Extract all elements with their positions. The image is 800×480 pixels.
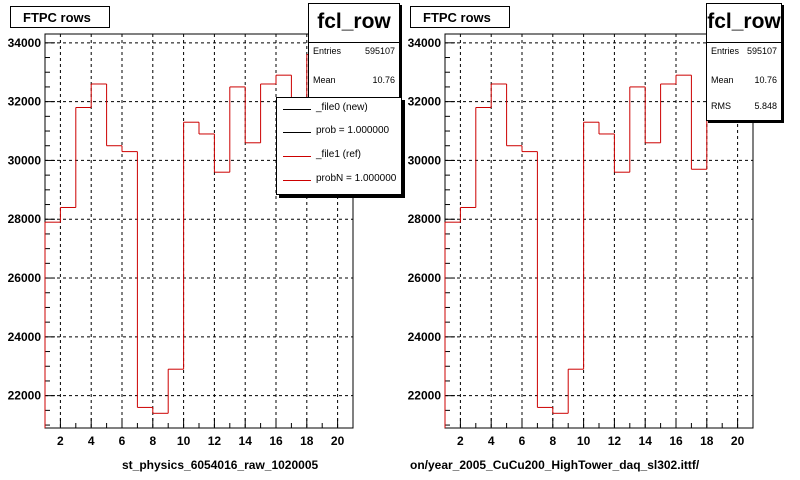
x-tick-label: 18 xyxy=(700,434,714,448)
y-tick-label: 28000 xyxy=(8,212,42,226)
right-stats-rms-value: 5.848 xyxy=(754,101,777,111)
left-stats-mean-value: 10.76 xyxy=(372,75,395,85)
y-tick-label: 24000 xyxy=(8,330,42,344)
x-tick-label: 6 xyxy=(519,434,526,448)
legend-line-prob xyxy=(283,132,311,133)
x-tick-label: 20 xyxy=(731,434,745,448)
legend-line-ref xyxy=(283,156,311,157)
x-tick-label: 14 xyxy=(639,434,653,448)
x-tick-label: 2 xyxy=(457,434,464,448)
right-stats-mean-label: Mean xyxy=(711,75,734,85)
left-stats-entries-value: 595107 xyxy=(364,46,395,56)
legend-label-probn: probN = 1.000000 xyxy=(316,173,397,184)
right-stats-rms-label: RMS xyxy=(711,101,731,111)
x-tick-label: 12 xyxy=(208,434,222,448)
legend-label-prob: prob = 1.000000 xyxy=(316,125,390,136)
y-tick-label: 22000 xyxy=(8,389,42,403)
left-stats-name: fcl_row xyxy=(309,4,399,43)
x-tick-label: 18 xyxy=(300,434,314,448)
y-tick-label: 34000 xyxy=(408,36,442,50)
x-tick-label: 8 xyxy=(149,434,156,448)
y-tick-label: 28000 xyxy=(408,212,442,226)
right-chart-svg: 2 4 6 8 10 12 14 16 18 20 22000 24000 26000 28000 3000… xyxy=(408,33,754,448)
left-chart-title: FTPC rows xyxy=(10,6,110,28)
x-tick-label: 8 xyxy=(549,434,556,448)
y-tick-label: 32000 xyxy=(8,95,42,109)
legend-line-new xyxy=(283,109,311,110)
y-tick-label: 32000 xyxy=(408,95,442,109)
legend-label-ref: _file1 (ref) xyxy=(316,149,362,160)
y-tick-label: 26000 xyxy=(408,271,442,285)
right-stats-name: fcl_row xyxy=(707,4,781,43)
right-panel: 2 4 6 8 10 12 14 16 18 20 22000 24000 26000 28000 3000… xyxy=(400,0,800,480)
y-tick-label: 30000 xyxy=(8,153,42,167)
left-stats-mean-label: Mean xyxy=(313,75,336,85)
left-panel: 2 4 6 8 10 12 14 16 18 20 22000 24000 26000 28000 3000… xyxy=(8,3,402,472)
right-stats-box: fcl_row Entries 595107 Mean 10.76 RMS 5.… xyxy=(706,3,782,121)
x-tick-label: 4 xyxy=(488,434,495,448)
y-tick-label: 26000 xyxy=(8,271,42,285)
y-tick-label: 30000 xyxy=(408,153,442,167)
y-tick-label: 24000 xyxy=(408,330,442,344)
right-stats-entries-label: Entries xyxy=(711,46,740,56)
x-tick-label: 16 xyxy=(669,434,683,448)
legend-line-probn xyxy=(283,180,311,181)
right-x-axis-label: on/year_2005_CuCu200_HighTower_daq_sl302… xyxy=(410,458,700,472)
x-tick-label: 10 xyxy=(577,434,591,448)
legend-item-ref: _file1 (ref) xyxy=(281,149,401,163)
left-legend: _file0 (new) prob = 1.000000 _file1 (ref… xyxy=(276,97,402,195)
legend-item-probn: probN = 1.000000 xyxy=(281,173,401,187)
legend-item-prob: prob = 1.000000 xyxy=(281,125,401,139)
x-tick-label: 20 xyxy=(331,434,345,448)
x-tick-label: 10 xyxy=(177,434,191,448)
right-chart-title: FTPC rows xyxy=(410,6,510,28)
x-tick-label: 14 xyxy=(239,434,253,448)
x-tick-label: 16 xyxy=(269,434,283,448)
right-stats-mean-value: 10.76 xyxy=(754,75,777,85)
x-tick-label: 6 xyxy=(119,434,126,448)
x-tick-label: 2 xyxy=(57,434,64,448)
right-stats-entries-value: 595107 xyxy=(746,46,777,56)
left-x-axis-label: st_physics_6054016_raw_1020005 xyxy=(122,458,319,472)
plot-frame-1 xyxy=(444,33,754,429)
y-tick-label: 22000 xyxy=(408,389,442,403)
y-tick-label: 34000 xyxy=(8,36,42,50)
left-stats-entries-label: Entries xyxy=(313,46,342,56)
x-tick-label: 12 xyxy=(608,434,622,448)
legend-item-new: _file0 (new) xyxy=(281,102,401,116)
x-tick-label: 4 xyxy=(88,434,95,448)
legend-label-new: _file0 (new) xyxy=(316,102,368,113)
